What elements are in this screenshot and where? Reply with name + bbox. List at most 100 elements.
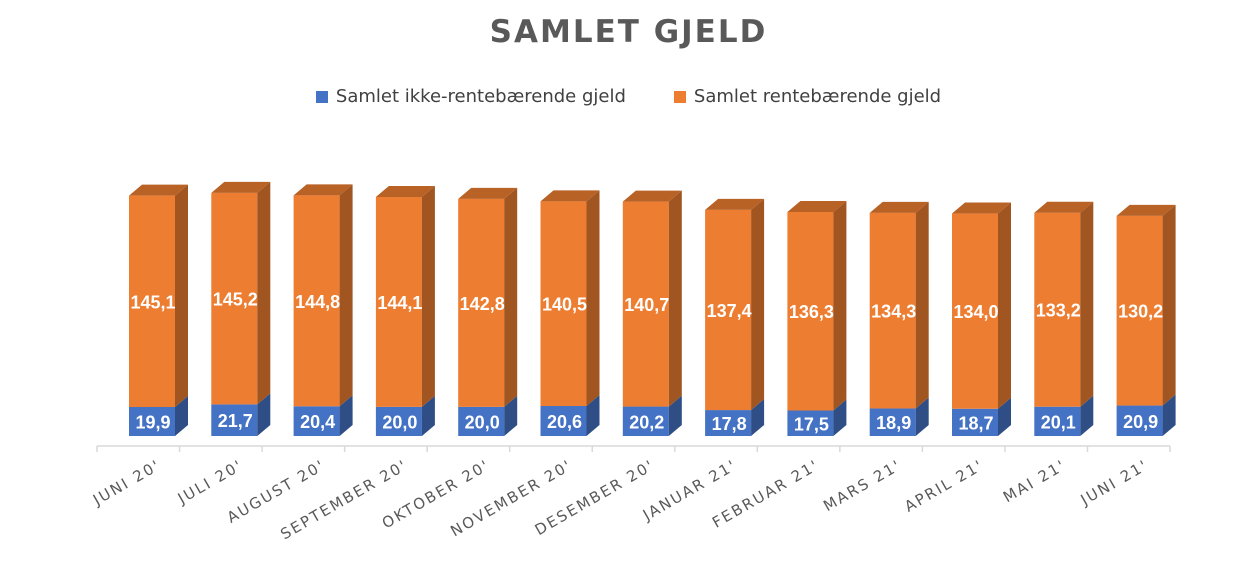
x-tick-label: APRIL 21'	[901, 456, 987, 516]
bar-top-face	[375, 185, 435, 197]
bar-side-rentebaerende	[1162, 204, 1176, 406]
legend-swatch-blue	[315, 90, 328, 103]
bar-front-ikke-rentebaerende	[375, 406, 422, 436]
bar-front-ikke-rentebaerende	[1034, 406, 1081, 436]
bar-front-rentebaerende	[293, 195, 340, 407]
data-label: 20,9	[1123, 412, 1158, 432]
bar-front-rentebaerende	[705, 209, 752, 411]
bar-front-rentebaerende	[1116, 215, 1163, 406]
data-label: 136,3	[789, 302, 834, 322]
data-label: 134,3	[871, 302, 916, 322]
bar-side-ikke-rentebaerende	[998, 397, 1011, 436]
data-label: 18,7	[958, 413, 993, 433]
bar-top-face	[458, 187, 518, 199]
bar-front-rentebaerende	[211, 192, 258, 405]
bar-front-rentebaerende	[129, 195, 175, 408]
chart-title: SAMLET GJELD	[489, 14, 768, 50]
data-label: 134,0	[953, 302, 998, 322]
bar-front-rentebaerende	[952, 213, 998, 409]
x-tick-label: MAI 21'	[1000, 456, 1069, 506]
bar-front-ikke-rentebaerende	[1116, 405, 1163, 436]
bar-side-rentebaerende	[504, 187, 518, 407]
legend-item-rentebaerende: Samlet rentebærende gjeld	[673, 86, 942, 107]
data-label: 145,1	[130, 292, 175, 312]
bar-top-face	[211, 181, 271, 193]
bar-front-ikke-rentebaerende	[540, 405, 587, 436]
data-label: 137,4	[707, 301, 752, 321]
data-label: 133,2	[1036, 301, 1081, 321]
bar-side-rentebaerende	[833, 200, 847, 411]
bar-top-face	[293, 184, 353, 196]
bar-side-rentebaerende	[586, 190, 600, 406]
data-label: 144,8	[295, 292, 340, 312]
bar-side-ikke-rentebaerende	[915, 397, 929, 436]
bar-top-face	[540, 190, 600, 202]
bar-side-ikke-rentebaerende	[751, 399, 765, 436]
bar-front-rentebaerende	[622, 201, 669, 407]
data-label: 20,6	[547, 412, 582, 432]
bar-top-face	[1116, 204, 1176, 216]
bar-front-rentebaerende	[458, 198, 505, 407]
data-label: 20,0	[382, 412, 417, 432]
bar-side-rentebaerende	[339, 184, 353, 407]
bar-top-face	[705, 198, 765, 210]
x-tick-label: JULI 20'	[174, 456, 246, 508]
data-label: 17,5	[794, 414, 829, 434]
legend-label: Samlet rentebærende gjeld	[693, 86, 942, 107]
bar-front-ikke-rentebaerende	[869, 408, 916, 436]
data-label: 144,1	[377, 293, 422, 313]
data-label: 20,1	[1041, 412, 1076, 432]
bar-side-ikke-rentebaerende	[504, 395, 518, 436]
bar-top-face	[622, 190, 682, 202]
bar-side-rentebaerende	[175, 184, 188, 408]
data-label: 18,9	[876, 413, 911, 433]
legend-item-ikke-rentebaerende: Samlet ikke-rentebærende gjeld	[315, 86, 626, 107]
data-label: 20,2	[629, 412, 664, 432]
bar-front-ikke-rentebaerende	[211, 404, 258, 436]
bar-side-rentebaerende	[751, 198, 765, 411]
data-label: 20,0	[465, 412, 500, 432]
data-label: 19,9	[135, 413, 170, 433]
bar-top-face	[129, 184, 188, 196]
x-tick-label: JUNI 20'	[89, 456, 164, 510]
bar-front-ikke-rentebaerende	[129, 407, 175, 436]
data-label: 21,7	[218, 411, 253, 431]
data-label: 20,4	[300, 412, 335, 432]
bar-side-ikke-rentebaerende	[175, 396, 188, 436]
bar-side-ikke-rentebaerende	[257, 393, 271, 436]
bar-top-face	[869, 201, 929, 213]
x-tick-label: MARS 21'	[820, 456, 904, 515]
bar-side-ikke-rentebaerende	[421, 395, 435, 436]
data-label: 140,7	[624, 295, 669, 315]
legend-label: Samlet ikke-rentebærende gjeld	[335, 86, 626, 107]
data-label: 17,8	[712, 414, 747, 434]
bar-side-ikke-rentebaerende	[668, 395, 682, 436]
bar-top-face	[952, 202, 1011, 214]
bar-front-rentebaerende	[787, 211, 834, 411]
bar-side-ikke-rentebaerende	[1162, 394, 1176, 436]
bar-front-rentebaerende	[1034, 212, 1081, 407]
bar-front-ikke-rentebaerende	[787, 410, 834, 436]
data-label: 142,8	[460, 294, 505, 314]
bar-side-rentebaerende	[998, 202, 1011, 409]
bar-front-rentebaerende	[540, 201, 587, 406]
bar-side-rentebaerende	[1080, 201, 1094, 407]
bar-side-ikke-rentebaerende	[1080, 395, 1094, 436]
bar-side-rentebaerende	[257, 181, 271, 405]
bar-front-ikke-rentebaerende	[293, 406, 340, 436]
bar-front-ikke-rentebaerende	[622, 406, 669, 436]
x-tick-label: JUNI 21'	[1077, 456, 1152, 510]
bar-side-ikke-rentebaerende	[833, 399, 847, 436]
bar-side-ikke-rentebaerende	[339, 395, 353, 436]
bar-front-rentebaerende	[869, 212, 916, 409]
bar-side-rentebaerende	[668, 190, 682, 407]
bar-side-rentebaerende	[915, 201, 929, 409]
data-label: 145,2	[213, 290, 258, 310]
data-label: 140,5	[542, 295, 587, 315]
bar-side-ikke-rentebaerende	[586, 394, 600, 436]
bar-front-ikke-rentebaerende	[458, 406, 505, 436]
bar-front-ikke-rentebaerende	[952, 408, 998, 436]
legend-swatch-orange	[673, 90, 686, 103]
chart-legend: Samlet ikke-rentebærende gjeld Samlet re…	[0, 86, 1257, 107]
